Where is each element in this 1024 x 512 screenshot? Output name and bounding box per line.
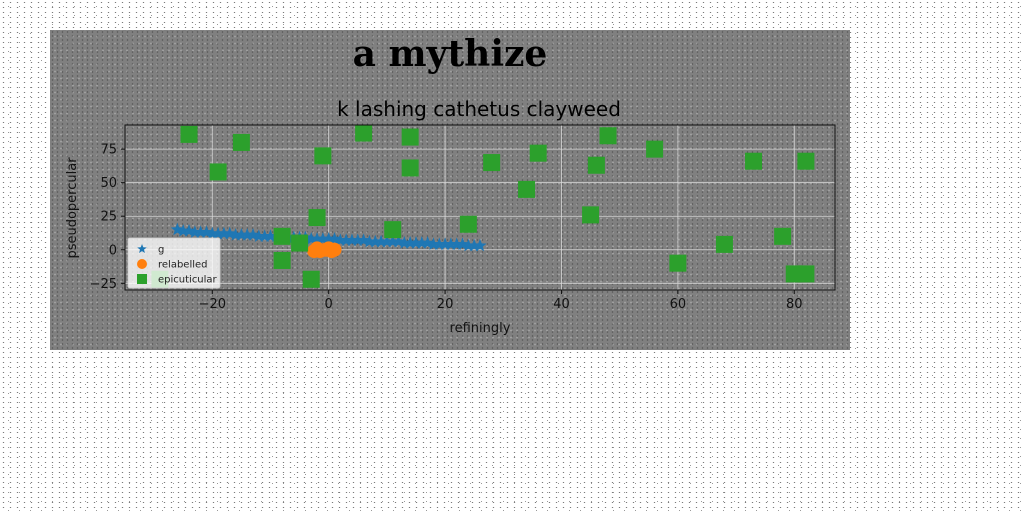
x-tick-label: 20: [437, 297, 454, 312]
g-point: [374, 234, 388, 248]
x-tick-label: 40: [553, 297, 570, 312]
epicuticular-point: [774, 227, 792, 245]
plot-area: [151, 124, 815, 288]
chart-figure: a mythize k lashing cathetus clayweed −2…: [50, 30, 850, 350]
legend-marker-epicuticular: [137, 274, 147, 284]
epicuticular-point: [599, 127, 617, 145]
g-point: [467, 238, 481, 252]
epicuticular-point: [232, 133, 250, 151]
grid-lines: [125, 125, 835, 290]
g-point: [362, 234, 377, 248]
legend-label-relabelled: relabelled: [158, 260, 208, 271]
g-point: [304, 232, 318, 245]
legend-marker-relabelled: [137, 259, 147, 269]
g-point: [432, 237, 446, 251]
epicuticular-point: [401, 159, 419, 177]
g-point: [205, 226, 219, 240]
g-point: [240, 228, 254, 241]
y-axis-ticks: −25 0 25 50 75: [90, 143, 125, 292]
g-point: [386, 234, 400, 248]
y-tick-label: −25: [90, 277, 117, 292]
epicuticular-point: [314, 147, 332, 165]
epicuticular-point: [273, 251, 291, 269]
y-tick-label: 25: [100, 210, 117, 225]
epicuticular-point: [355, 124, 373, 142]
g-point: [473, 238, 487, 252]
x-tick-label: −20: [199, 297, 226, 312]
g-point: [409, 236, 423, 249]
legend-label-epicuticular: epicuticular: [158, 275, 218, 286]
x-tick-label: 0: [325, 297, 333, 312]
y-tick-label: 0: [109, 243, 117, 258]
epicuticular-point: [384, 221, 402, 239]
epicuticular-point: [401, 128, 419, 146]
epicuticular-point: [273, 227, 291, 245]
y-tick-label: 75: [100, 143, 117, 158]
legend-marker-g: [137, 244, 147, 254]
g-point: [415, 236, 429, 249]
g-point: [426, 237, 441, 251]
g-point: [444, 237, 458, 251]
epicuticular-point: [291, 234, 309, 252]
g-point: [263, 229, 278, 242]
g-point: [310, 232, 324, 245]
epicuticular-point: [797, 265, 815, 283]
relabelled-point: [327, 242, 342, 257]
x-axis-ticks: −20 0 20 40 60 80: [199, 290, 803, 312]
epicuticular-point: [180, 125, 198, 143]
epicuticular-point: [483, 154, 501, 172]
g-point: [252, 229, 266, 242]
legend: g relabelled epicuticular: [127, 237, 221, 289]
y-tick-label: 50: [100, 176, 117, 191]
g-point: [397, 236, 411, 249]
y-axis-label: pseudopercular: [65, 157, 80, 259]
g-point: [333, 233, 347, 247]
g-point: [258, 229, 272, 242]
g-point: [316, 232, 330, 245]
g-point: [380, 234, 394, 248]
g-point: [461, 238, 476, 252]
figure-suptitle: a mythize: [353, 33, 548, 75]
g-point: [228, 228, 243, 241]
g-point: [188, 225, 202, 238]
epicuticular-point: [459, 215, 477, 233]
epicuticular-point: [582, 206, 600, 224]
x-axis-label: refiningly: [450, 321, 511, 336]
epicuticular-point: [587, 156, 605, 174]
epicuticular-point: [715, 235, 733, 253]
epicuticular-point: [669, 254, 687, 272]
epicuticular-point: [518, 180, 536, 198]
relabelled-point: [310, 241, 325, 256]
legend-box: [127, 237, 221, 289]
g-point: [345, 233, 359, 247]
epicuticular-point: [646, 140, 664, 158]
legend-label-g: g: [158, 245, 164, 256]
g-point: [194, 225, 208, 238]
epicuticular-point: [308, 209, 326, 227]
epicuticular-point: [209, 163, 227, 181]
axes-frame: [124, 124, 836, 291]
epicuticular-point: [745, 152, 763, 170]
g-point: [322, 232, 336, 245]
g-point: [217, 226, 231, 240]
series-relabelled: [307, 241, 342, 259]
x-tick-label: 60: [670, 297, 687, 312]
g-point: [450, 237, 464, 251]
g-point: [234, 228, 249, 241]
g-point: [438, 237, 452, 251]
g-point: [176, 223, 190, 237]
x-tick-label: 80: [786, 297, 803, 312]
g-point: [211, 226, 225, 240]
chart-title: k lashing cathetus clayweed: [337, 97, 621, 121]
g-point: [351, 233, 365, 247]
epicuticular-point: [302, 270, 320, 288]
g-point: [403, 236, 417, 249]
g-point: [368, 234, 382, 248]
g-point: [339, 233, 353, 247]
epicuticular-point: [529, 144, 547, 162]
epicuticular-point: [797, 152, 815, 170]
chart-svg: a mythize k lashing cathetus clayweed −2…: [65, 33, 836, 336]
legend-items: g relabelled epicuticular: [137, 244, 218, 286]
